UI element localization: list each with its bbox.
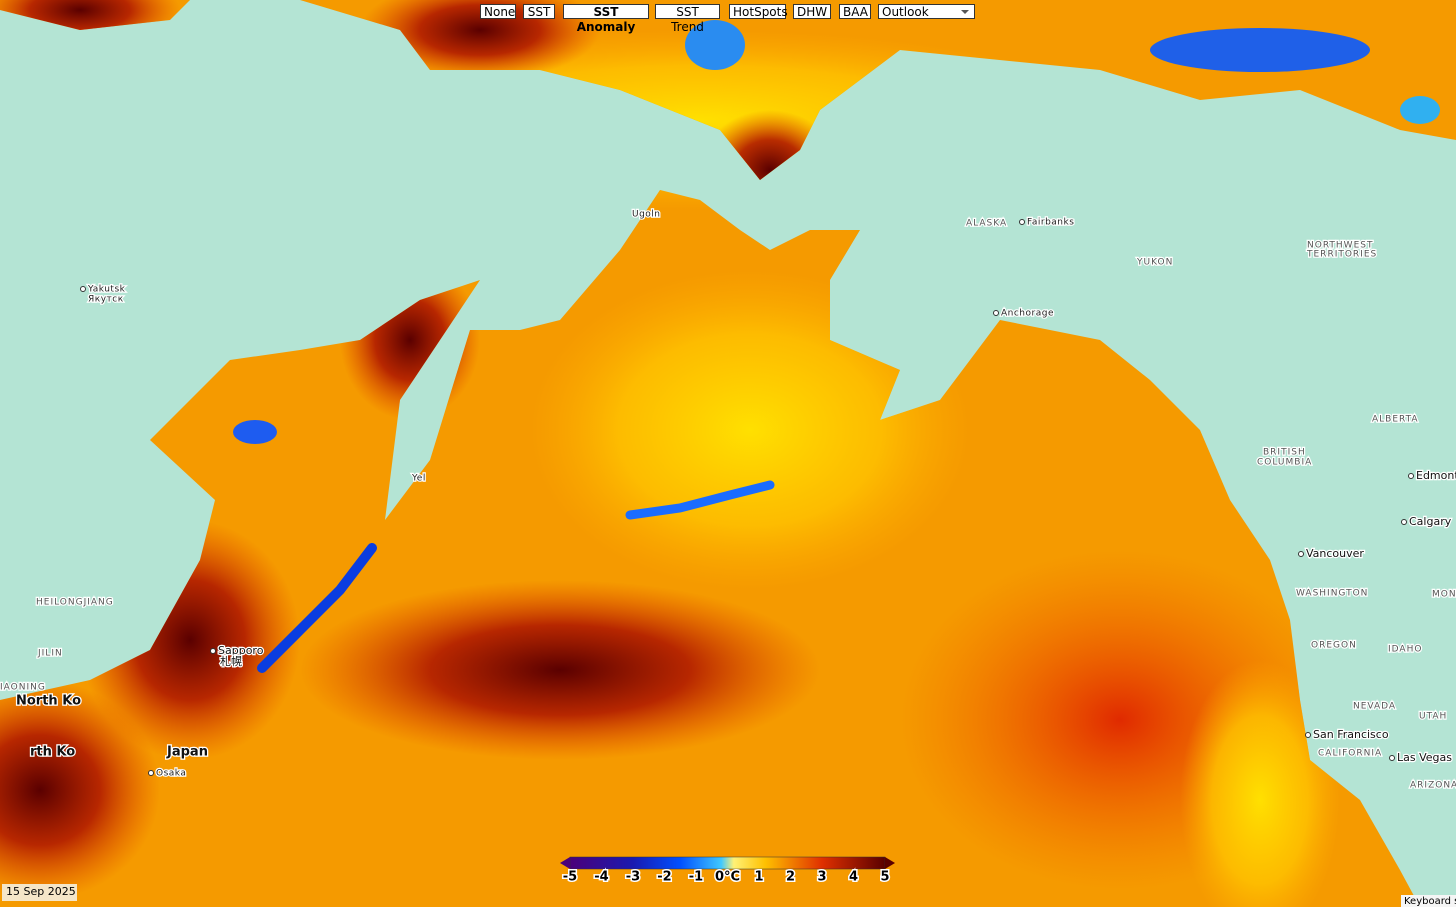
date-box bbox=[2, 884, 77, 901]
outlook-select[interactable]: Outlook bbox=[878, 4, 975, 19]
place-label: IDAHO bbox=[1388, 645, 1422, 655]
place-label: ALBERTA bbox=[1372, 415, 1419, 425]
city-dot bbox=[1298, 551, 1304, 557]
place-label: Якутск bbox=[88, 295, 124, 305]
place-label: TERRITORIES bbox=[1306, 250, 1377, 260]
layer-button[interactable]: SST Anomaly bbox=[563, 4, 649, 34]
place-label: Japan bbox=[166, 745, 208, 760]
legend-label: -1 bbox=[689, 870, 703, 885]
layer-button[interactable]: HotSpots bbox=[729, 4, 788, 19]
select-text: Outlook bbox=[882, 5, 929, 19]
place-label: Calgary bbox=[1409, 515, 1452, 528]
place-label: Sapporo bbox=[218, 644, 264, 657]
place-label: North Ko bbox=[16, 694, 81, 709]
layer-button[interactable]: None bbox=[480, 4, 516, 19]
city-dot bbox=[1401, 519, 1407, 525]
place-label: rth Ko bbox=[30, 745, 75, 760]
layer-button[interactable]: SST Trend bbox=[655, 4, 720, 34]
place-label: UTAH bbox=[1419, 712, 1447, 722]
layer-button[interactable]: BAA bbox=[839, 4, 871, 19]
legend-label: -4 bbox=[594, 870, 608, 885]
place-label: NORTHWEST bbox=[1307, 241, 1373, 251]
city-dot bbox=[210, 648, 216, 654]
place-label: Edmont bbox=[1416, 469, 1456, 482]
layer-button[interactable]: SST bbox=[523, 4, 555, 19]
place-label: Anchorage bbox=[1001, 309, 1054, 319]
place-label: WASHINGTON bbox=[1296, 589, 1368, 599]
legend-label: 4 bbox=[849, 870, 858, 885]
city-dot bbox=[1305, 732, 1311, 738]
place-label: YUKON bbox=[1136, 258, 1173, 268]
legend-label: 2 bbox=[786, 870, 795, 885]
place-label: NEVADA bbox=[1353, 702, 1396, 712]
place-label: 札幌 bbox=[220, 654, 242, 668]
place-label: MON bbox=[1432, 590, 1456, 600]
city-dot bbox=[80, 286, 86, 292]
footer-box bbox=[1401, 895, 1456, 907]
place-label: Yakutsk bbox=[87, 285, 126, 295]
legend-label: 3 bbox=[817, 870, 826, 885]
place-label: Yel bbox=[411, 474, 426, 484]
place-label: Vancouver bbox=[1306, 547, 1364, 560]
place-label: JILIN bbox=[37, 649, 63, 659]
city-dot bbox=[1408, 473, 1414, 479]
place-label: Fairbanks bbox=[1027, 218, 1074, 228]
legend: -5 -4 -3 -2 -1 0°C 1 2 3 4 5 bbox=[560, 856, 895, 886]
legend-label: 0°C bbox=[715, 870, 740, 885]
place-label: ALASKA bbox=[966, 219, 1007, 229]
legend-label: 5 bbox=[880, 870, 889, 885]
city-dot bbox=[1019, 219, 1025, 225]
place-label: OREGON bbox=[1311, 641, 1357, 651]
place-label: Las Vegas bbox=[1397, 751, 1452, 764]
place-label: Ugoln bbox=[632, 210, 661, 220]
legend-label: -5 bbox=[563, 870, 577, 885]
place-label: BRITISH bbox=[1263, 448, 1306, 458]
place-label: CALIFORNIA bbox=[1318, 749, 1382, 759]
city-dot bbox=[148, 770, 154, 776]
city-dot bbox=[1389, 755, 1395, 761]
place-label: HEILONGJIANG bbox=[36, 598, 114, 608]
city-dot bbox=[993, 310, 999, 316]
dropdown-arrow bbox=[961, 10, 969, 18]
legend-label: -2 bbox=[657, 870, 671, 885]
place-label: ARIZONA bbox=[1410, 781, 1456, 791]
keyboard-shortcuts[interactable]: Keyboard sh bbox=[1404, 896, 1456, 907]
layer-button[interactable]: DHW bbox=[793, 4, 831, 19]
place-label: IAONING bbox=[0, 683, 46, 693]
place-label: COLUMBIA bbox=[1257, 458, 1312, 468]
place-label: Osaka bbox=[156, 769, 186, 779]
place-label: San Francisco bbox=[1313, 728, 1389, 741]
legend-label: 1 bbox=[754, 870, 763, 885]
legend-label: -3 bbox=[626, 870, 640, 885]
date: 15 Sep 2025 bbox=[6, 885, 76, 898]
